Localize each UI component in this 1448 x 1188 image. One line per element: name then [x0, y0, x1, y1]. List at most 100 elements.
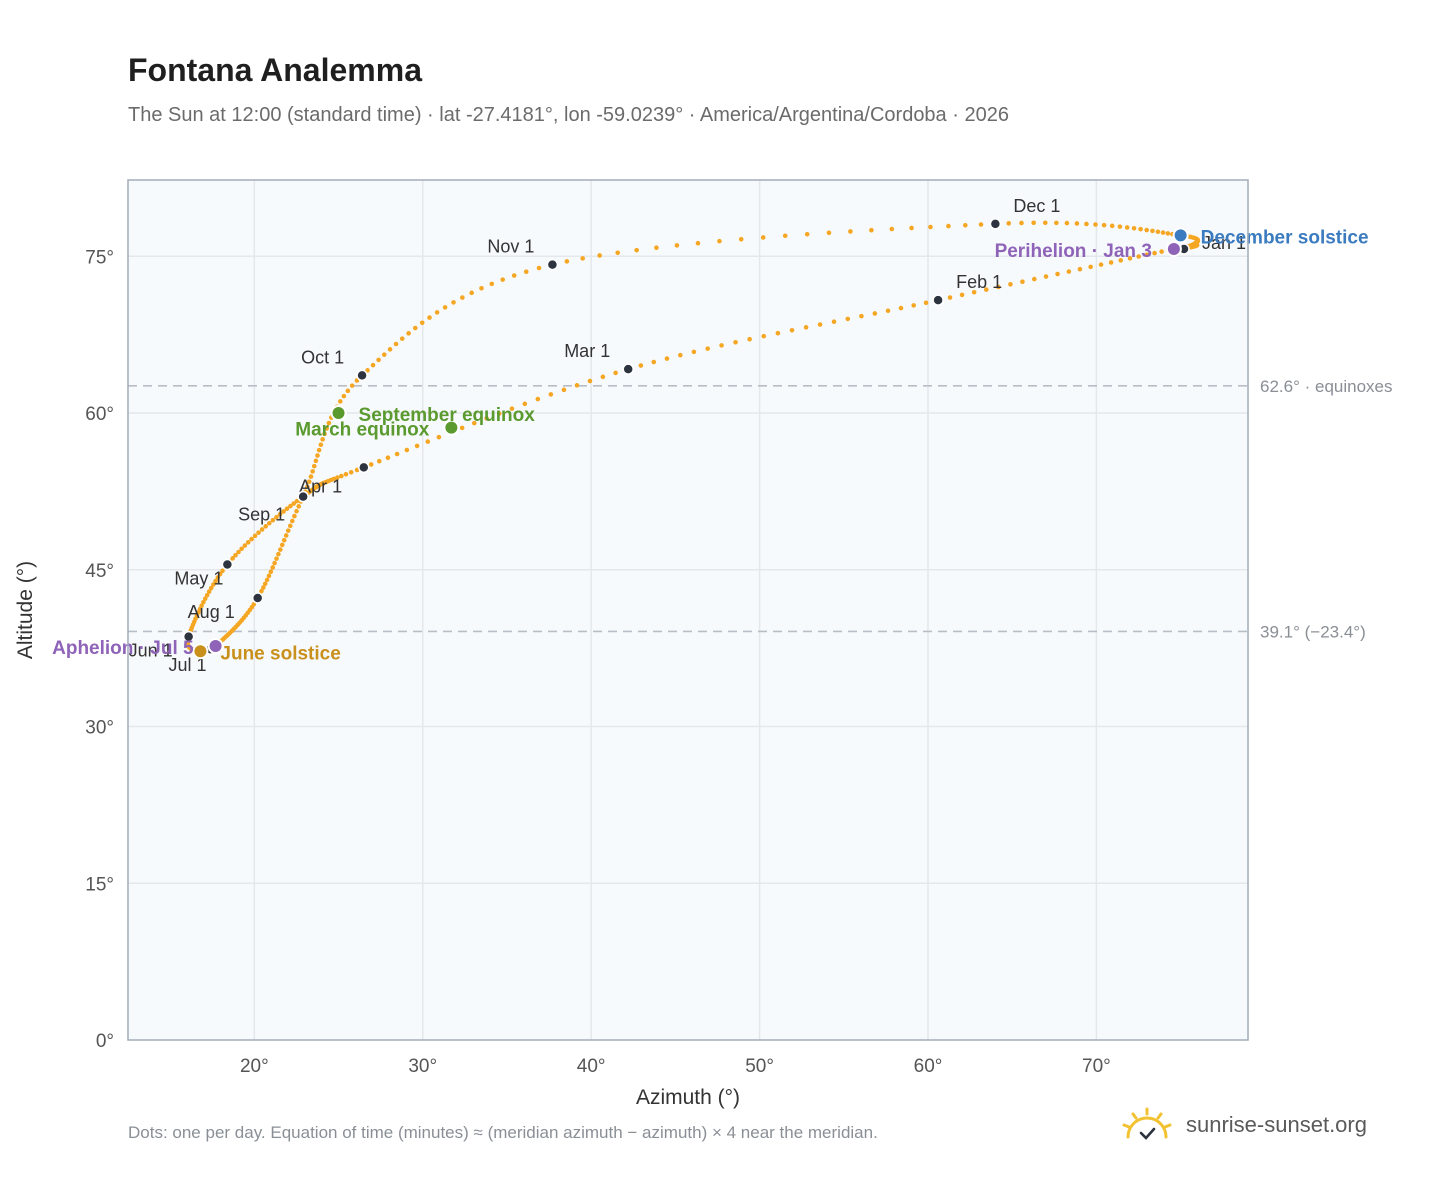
daily-sun-position: [311, 463, 317, 469]
daily-sun-position: [978, 222, 984, 227]
daily-sun-position: [1138, 226, 1143, 232]
daily-sun-position: [738, 236, 744, 242]
daily-sun-position: [272, 560, 277, 566]
daily-sun-position: [898, 305, 904, 311]
daily-sun-position: [434, 310, 440, 315]
daily-sun-position: [1042, 220, 1048, 226]
daily-sun-position: [1124, 225, 1130, 230]
daily-sun-position: [789, 327, 795, 333]
daily-sun-position: [803, 325, 809, 330]
chart-subtitle: The Sun at 12:00 (standard time) · lat -…: [128, 104, 1009, 126]
daily-sun-position: [324, 426, 329, 431]
daily-sun-position: [747, 336, 752, 342]
y-tick-label: 75°: [85, 247, 114, 268]
month-marker: [622, 363, 634, 375]
daily-sun-position: [211, 582, 216, 587]
month-marker: [989, 218, 1002, 230]
daily-sun-position: [296, 504, 302, 509]
x-axis-ticks: 20° 30° 40° 50° 60° 70°: [240, 1056, 1111, 1077]
daily-sun-position: [394, 451, 400, 457]
daily-sun-position: [580, 256, 585, 261]
daily-sun-position: [233, 552, 238, 558]
daily-sun-position: [399, 336, 405, 341]
month-label: May 1: [174, 569, 223, 589]
month-label: Dec 1: [1013, 196, 1060, 216]
brand[interactable]: sunrise-sunset.org: [1120, 1100, 1367, 1150]
daily-sun-position: [638, 363, 644, 368]
daily-sun-position: [1155, 229, 1161, 235]
daily-sun-position: [318, 442, 324, 448]
daily-sun-position: [651, 359, 657, 365]
daily-sun-position: [291, 501, 297, 506]
daily-sun-position: [983, 287, 989, 292]
daily-sun-position: [1055, 271, 1060, 277]
daily-sun-position: [202, 596, 208, 601]
daily-sun-position: [695, 240, 701, 246]
y-tick-label: 15°: [85, 874, 114, 895]
daily-sun-position: [326, 420, 332, 426]
y-tick-label: 45°: [85, 561, 114, 582]
daily-sun-position: [1131, 225, 1137, 231]
daily-sun-position: [705, 346, 710, 351]
daily-sun-position: [459, 425, 465, 431]
event-label: June solstice: [220, 643, 340, 664]
daily-sun-position: [1159, 249, 1164, 254]
event-label: Aphelion · Jul 5: [52, 638, 194, 659]
event-marker: [1165, 240, 1182, 257]
daily-sun-position: [425, 439, 431, 444]
daily-sun-position: [341, 393, 347, 399]
daily-sun-position: [270, 517, 276, 523]
daily-sun-position: [804, 231, 810, 237]
daily-sun-position: [264, 577, 270, 583]
daily-sun-position: [281, 509, 286, 514]
daily-sun-position: [276, 551, 281, 557]
plot-background: [128, 180, 1248, 1040]
x-tick-label: 30°: [408, 1056, 437, 1077]
daily-sun-position: [500, 277, 505, 282]
daily-sun-position: [385, 455, 391, 461]
y-axis-label: Altitude (°): [14, 561, 37, 659]
daily-sun-position: [1019, 220, 1024, 226]
daily-sun-position: [923, 300, 929, 306]
grid: [128, 180, 1248, 1040]
plot-border: [127, 179, 1249, 1041]
daily-sun-position: [561, 387, 567, 393]
daily-sun-position: [412, 325, 418, 331]
daily-sun-position: [1101, 222, 1107, 228]
daily-sun-position: [564, 259, 570, 264]
daily-sun-position: [1165, 231, 1171, 236]
daily-sun-position: [262, 581, 268, 587]
daily-sun-position: [1109, 223, 1115, 229]
daily-sun-position: [436, 434, 442, 440]
daily-sun-position: [283, 533, 289, 538]
daily-sun-position: [817, 322, 823, 327]
daily-sun-position: [266, 573, 272, 579]
daily-sun-position: [294, 508, 299, 514]
daily-sun-position: [263, 524, 268, 529]
daily-sun-position: [760, 235, 766, 240]
event-marker: [443, 419, 460, 436]
daily-sun-position: [1074, 221, 1080, 226]
daily-sun-position: [654, 245, 659, 251]
reference-lines: 62.6° · equinoxes 39.1° (−23.4°): [128, 377, 1393, 641]
daily-sun-position: [1098, 262, 1104, 267]
daily-sun-position: [1150, 228, 1155, 234]
daily-sun-position: [370, 362, 376, 368]
daily-sun-position: [1144, 252, 1150, 258]
daily-sun-position: [315, 453, 320, 458]
daily-sun-position: [761, 333, 767, 339]
daily-sun-position: [996, 284, 1001, 290]
daily-sun-position: [365, 368, 370, 373]
daily-sun-position: [261, 585, 266, 590]
daily-sun-position: [613, 370, 618, 376]
daily-sun-position: [479, 285, 484, 291]
daily-sun-position: [909, 225, 914, 231]
daily-sun-position: [208, 585, 214, 591]
daily-sun-position: [285, 528, 291, 533]
month-marker: [932, 294, 944, 306]
daily-sun-position: [316, 447, 322, 453]
daily-sun-position: [368, 462, 374, 467]
event-marker: [330, 405, 347, 422]
